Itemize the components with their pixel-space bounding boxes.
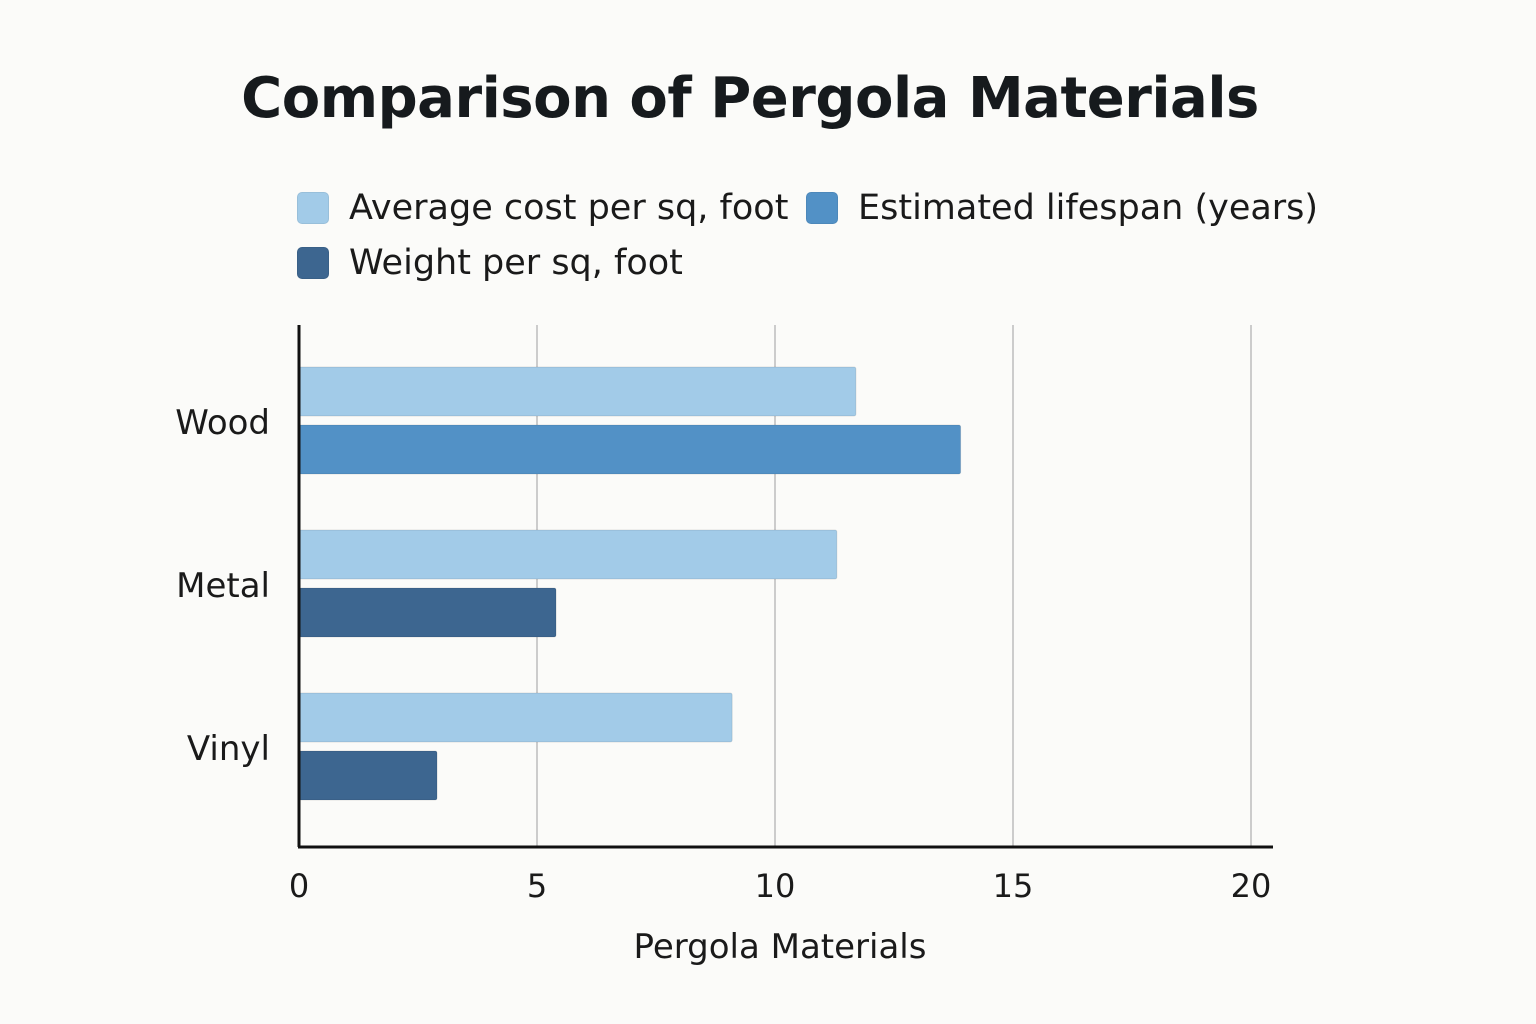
x-tick-label-5: 5 xyxy=(527,867,547,905)
x-tick-label-15: 15 xyxy=(993,867,1034,905)
category-label-vinyl: Vinyl xyxy=(187,729,270,769)
legend-label-lifespan: Estimated lifespan (years) xyxy=(858,188,1319,228)
chart-title: Comparison of Pergola Materials xyxy=(241,66,1259,131)
bar-wood-lifespan xyxy=(298,424,962,475)
bars xyxy=(298,366,962,801)
legend-label-cost: Average cost per sq, foot xyxy=(349,188,789,228)
legend-swatch-cost xyxy=(297,192,329,224)
legend-swatch-weight xyxy=(297,247,329,279)
category-label-metal: Metal xyxy=(176,566,270,606)
bar-wood-cost xyxy=(298,366,857,417)
x-tick-label-0: 0 xyxy=(289,867,309,905)
bar-metal-weight xyxy=(298,587,557,638)
legend-item-lifespan: Estimated lifespan (years) xyxy=(806,188,1318,228)
legend-item-cost: Average cost per sq, foot xyxy=(297,188,788,228)
bar-metal-cost xyxy=(298,529,838,580)
legend-swatch-lifespan xyxy=(806,192,838,224)
x-axis-title: Pergola Materials xyxy=(634,927,927,967)
bar-vinyl-weight xyxy=(298,750,438,801)
category-label-wood: Wood xyxy=(175,403,270,443)
legend-item-weight: Weight per sq, foot xyxy=(297,243,683,283)
bar-vinyl-cost xyxy=(298,692,733,743)
x-tick-label-20: 20 xyxy=(1231,867,1272,905)
labels: Wood Metal Vinyl 0 5 10 15 20 xyxy=(175,403,1271,905)
legend-label-weight: Weight per sq, foot xyxy=(349,243,683,283)
axes xyxy=(297,325,1273,849)
x-tick-label-10: 10 xyxy=(755,867,796,905)
